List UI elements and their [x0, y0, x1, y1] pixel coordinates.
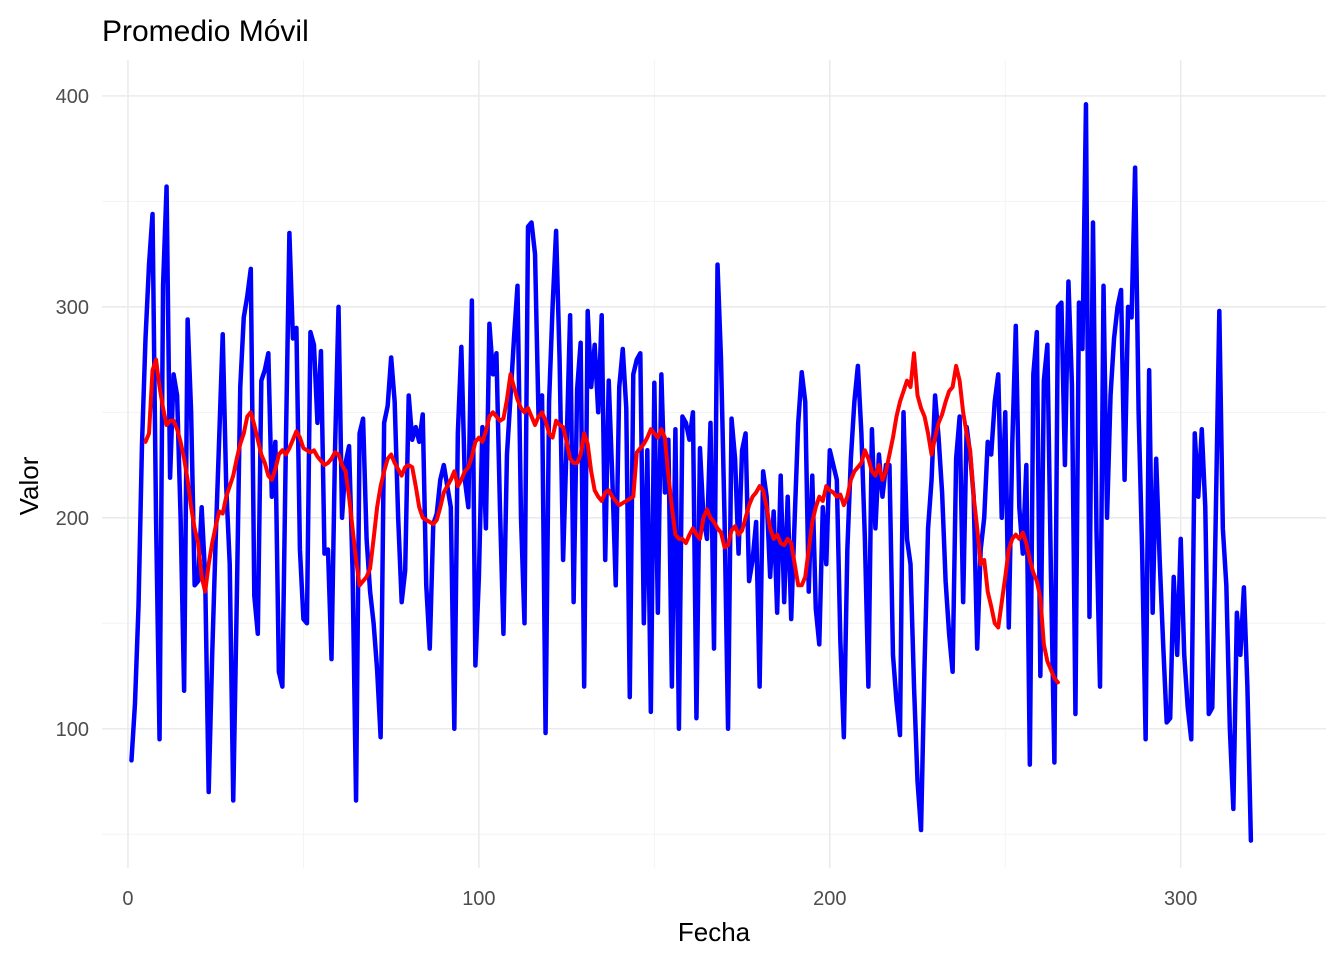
x-axis-tick-labels: 0 100 200 300 [122, 888, 1197, 910]
x-tick-label: 300 [1164, 888, 1197, 910]
moving-average-line [143, 351, 1060, 685]
x-tick-label: 0 [122, 888, 133, 910]
series-layer [129, 102, 1254, 843]
chart-title: Promedio Móvil [102, 15, 309, 48]
x-axis-title: Fecha [678, 917, 751, 947]
x-tick-label: 200 [813, 888, 846, 910]
x-tick-label: 100 [462, 888, 495, 910]
y-tick-label: 300 [56, 297, 89, 319]
y-tick-label: 400 [56, 86, 89, 108]
raw-line [129, 102, 1254, 843]
y-tick-label: 200 [56, 508, 89, 530]
y-axis-tick-labels: 100 200 300 400 [56, 86, 89, 741]
y-tick-label: 100 [56, 719, 89, 741]
y-axis-title: Valor [14, 456, 44, 515]
